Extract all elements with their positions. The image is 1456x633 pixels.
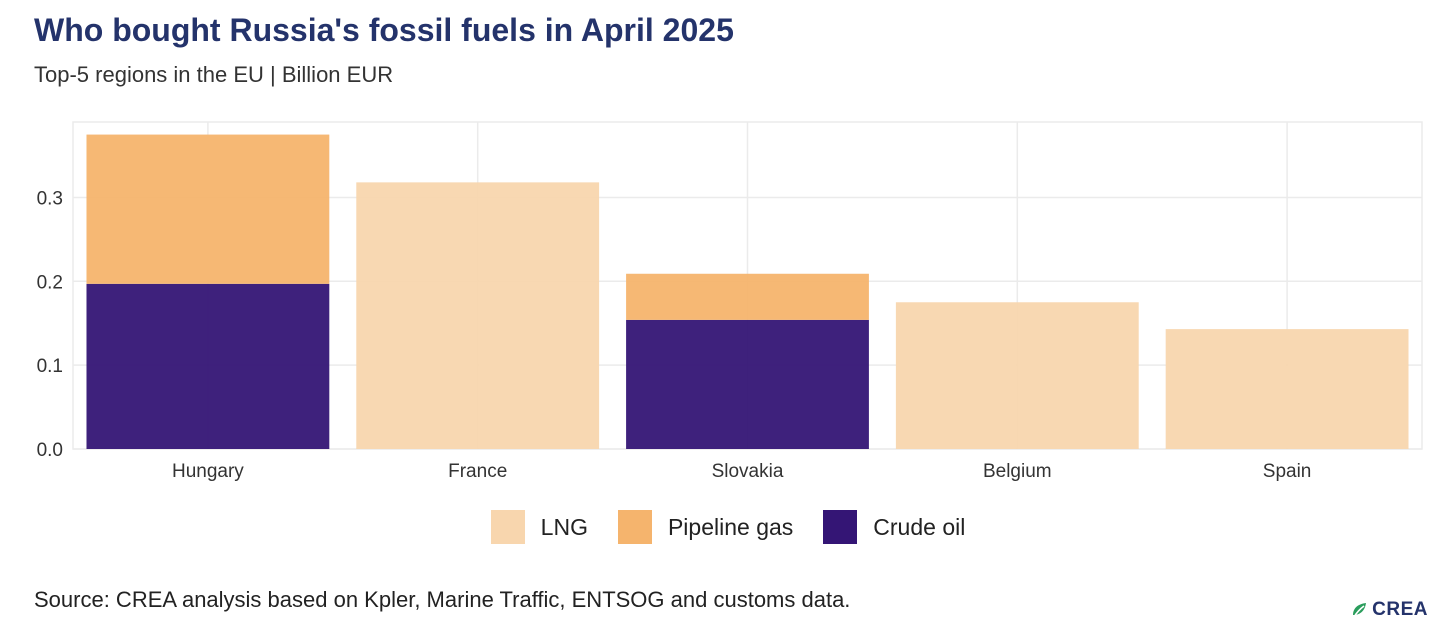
- x-tick-label: Belgium: [983, 461, 1052, 482]
- legend-item-lng: LNG: [490, 510, 588, 544]
- chart-title: Who bought Russia's fossil fuels in Apri…: [34, 12, 734, 48]
- x-tick-label: Slovakia: [712, 461, 784, 482]
- y-tick-label: 0.1: [37, 356, 63, 377]
- x-tick-label: France: [448, 461, 507, 482]
- legend-item-pipeline-gas: Pipeline gas: [617, 510, 794, 544]
- x-tick-label: Hungary: [172, 461, 244, 482]
- legend-swatch-lng: [490, 510, 525, 544]
- logo-text: CREA: [1372, 599, 1428, 620]
- bar-belgium-lng: [895, 302, 1139, 449]
- bar-france-lng: [356, 182, 600, 449]
- bar-spain-lng: [1165, 329, 1409, 449]
- legend-label-crude-oil: Crude oil: [873, 513, 966, 540]
- chart-plot: 0.0 0.1 0.2 0.3 Hungary France Slovakia Belgium…: [37, 121, 1423, 482]
- chart-subtitle: Top-5 regions in the EU | Billion EUR: [34, 62, 394, 87]
- legend-swatch-crude-oil: [823, 510, 858, 544]
- x-tick-label: Spain: [1263, 461, 1312, 482]
- legend: LNG Pipeline gas Crude oil: [0, 508, 1456, 546]
- legend-label-lng: LNG: [540, 513, 588, 540]
- bar-slovakia-pipeline-gas: [626, 273, 869, 320]
- bar-hungary-crude-oil: [86, 283, 330, 449]
- legend-swatch-pipeline-gas: [617, 510, 652, 544]
- legend-label-pipeline-gas: Pipeline gas: [667, 513, 794, 540]
- crea-leaf-icon: [1353, 603, 1367, 618]
- y-tick-label: 0.3: [37, 188, 63, 209]
- source-note: Source: CREA analysis based on Kpler, Ma…: [34, 587, 851, 612]
- bar-hungary-pipeline-gas: [86, 134, 330, 284]
- bar-slovakia-crude-oil: [626, 319, 869, 449]
- legend-item-crude-oil: Crude oil: [823, 510, 965, 544]
- y-tick-label: 0.2: [37, 272, 63, 293]
- crea-logo: CREA: [1351, 599, 1428, 621]
- y-tick-label: 0.0: [37, 440, 63, 461]
